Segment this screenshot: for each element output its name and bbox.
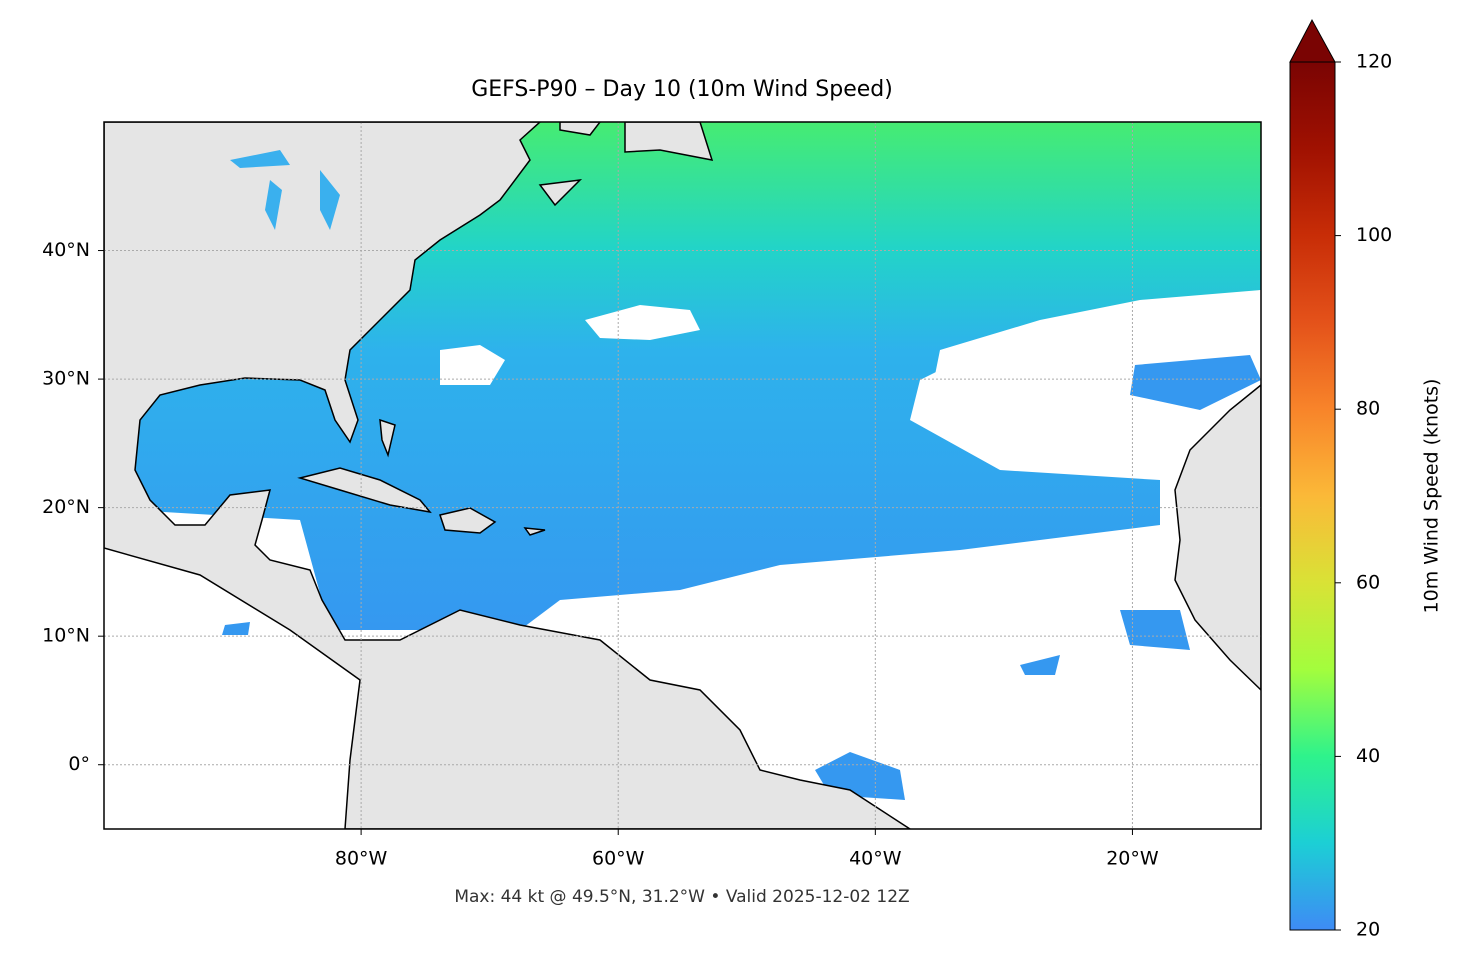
island: [297, 418, 546, 536]
land: [104, 122, 912, 829]
land: [538, 122, 714, 207]
lake: [230, 150, 340, 230]
x-tick-label: 40°W: [849, 848, 902, 870]
y-tick-label: 40°N: [42, 239, 90, 261]
y-tick-label: 30°N: [42, 368, 90, 390]
colorbar-tick-label: 100: [1356, 224, 1392, 246]
colorbar-axis: 20 40 60 80 100 120: [1335, 51, 1392, 941]
colorbar-tick-label: 60: [1356, 571, 1380, 593]
colorbar-tick-label: 40: [1356, 745, 1380, 767]
colorbar-label: 10m Wind Speed (knots): [1421, 379, 1443, 614]
axes: 80°W 60°W 40°W 20°W 0° 10°N 20°N 30°N 40°N: [42, 239, 1159, 869]
map: [104, 122, 1261, 829]
x-tick-label: 20°W: [1106, 848, 1159, 870]
y-tick-label: 10°N: [42, 625, 90, 647]
x-tick-label: 60°W: [592, 848, 645, 870]
colorbar-tick-label: 20: [1356, 919, 1380, 941]
x-tick-label: 80°W: [335, 848, 388, 870]
map-frame: [103, 121, 1262, 830]
chart-title: GEFS-P90 – Day 10 (10m Wind Speed): [471, 77, 893, 102]
gridlines: [104, 122, 1261, 829]
land: [1174, 384, 1261, 692]
colorbar: [1289, 61, 1336, 931]
y-tick-label: 20°N: [42, 496, 90, 518]
y-tick-label: 0°: [68, 753, 90, 775]
colorbar-tick-label: 120: [1356, 51, 1392, 73]
calm-area: [440, 290, 1261, 430]
colorbar-tick-label: 80: [1356, 398, 1380, 420]
footnote: Max: 44 kt @ 49.5°N, 31.2°W • Valid 2025…: [454, 887, 909, 907]
colorbar-extend: [1289, 18, 1336, 63]
